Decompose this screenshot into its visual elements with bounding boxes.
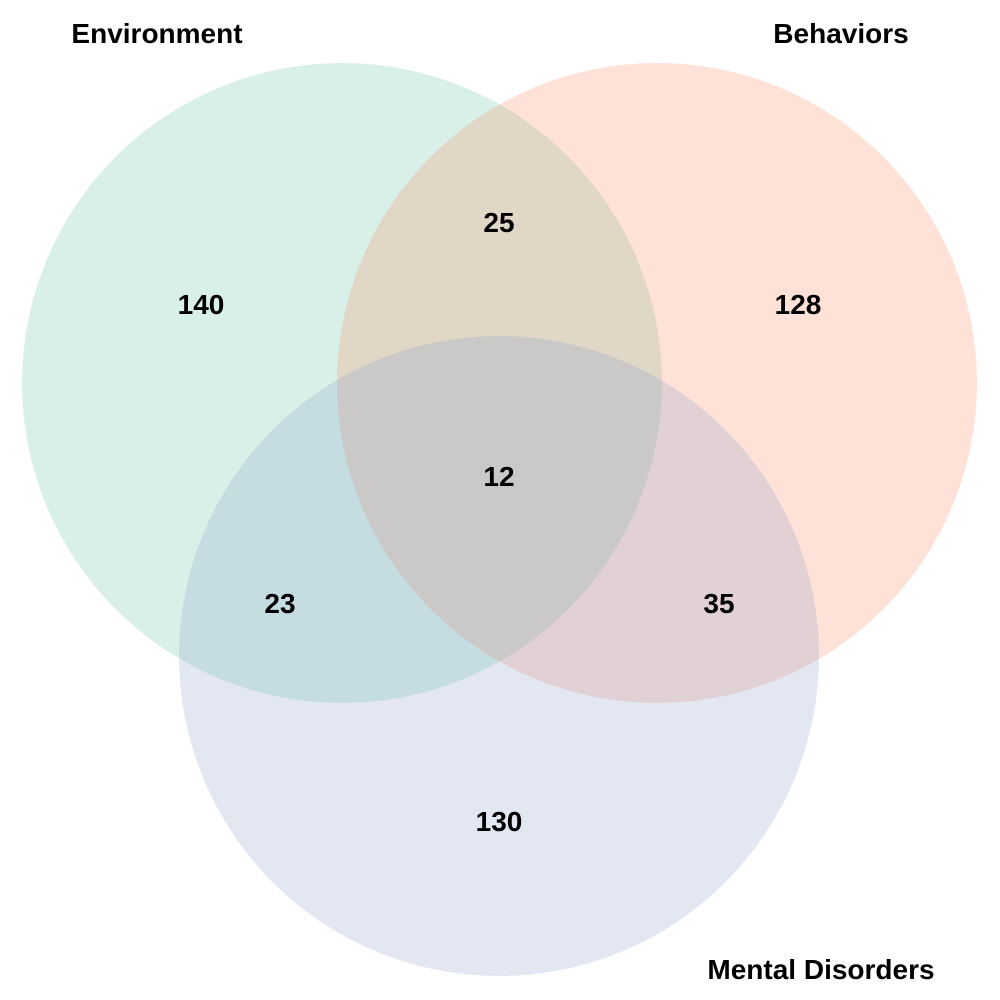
environment-circle: [22, 63, 662, 703]
behaviors-circle: [337, 63, 977, 703]
all-three-count: 12: [483, 461, 514, 492]
behaviors-label: Behaviors: [773, 18, 908, 49]
environment-behaviors-count: 25: [483, 207, 514, 238]
behaviors-only-count: 128: [775, 289, 822, 320]
environment-only-count: 140: [178, 289, 225, 320]
behaviors-mental-disorders-count: 35: [703, 588, 734, 619]
mental-disorders-circle: [179, 336, 819, 976]
set-labels: Environment Behaviors Mental Disorders: [71, 18, 934, 985]
mental-disorders-label: Mental Disorders: [707, 954, 934, 985]
set-circles: [22, 63, 977, 976]
region-counts: 140 128 130 25 23 35 12: [178, 207, 822, 837]
environment-label: Environment: [71, 18, 242, 49]
mental-disorders-only-count: 130: [476, 806, 523, 837]
environment-mental-disorders-count: 23: [264, 588, 295, 619]
